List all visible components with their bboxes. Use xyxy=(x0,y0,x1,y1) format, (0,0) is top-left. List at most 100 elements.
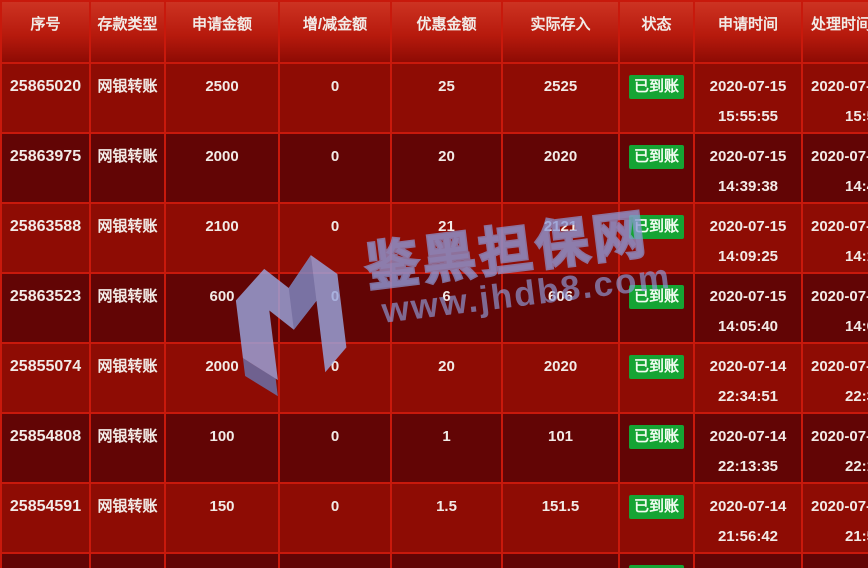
column-header-apply-amount: 申请金额 xyxy=(164,0,280,64)
serial-cell: 25847135 xyxy=(0,552,91,568)
apply-time-cell: 2020-07-15 14:05:40 xyxy=(693,272,803,344)
process-time-cell: 2020-07- 14:10:1 xyxy=(801,202,868,274)
adjust-amount-cell: 0 xyxy=(278,62,392,134)
table-row: 25865020 网银转账 2500 0 25 2525 已到账 2020-07… xyxy=(0,62,868,134)
process-time-date: 2020-07- xyxy=(811,288,868,305)
process-time-cell: 2020-07- 14:06:1 xyxy=(801,272,868,344)
adjust-amount-cell: 0 xyxy=(278,132,392,204)
actual-deposit-cell: 606 xyxy=(501,272,620,344)
process-time-date: 2020-07- xyxy=(811,562,868,568)
status-cell: 已到账 xyxy=(618,552,695,568)
process-time-date: 2020-07- xyxy=(811,78,868,95)
actual-deposit-cell: 505 xyxy=(501,552,620,568)
deposit-type-cell: 网银转账 xyxy=(89,482,166,554)
actual-deposit-cell: 2020 xyxy=(501,132,620,204)
apply-amount-cell: 2000 xyxy=(164,132,280,204)
discount-amount-cell: 6 xyxy=(390,272,503,344)
process-time-clock: 22:14:0 xyxy=(845,458,868,475)
process-time-clock: 22:35:4 xyxy=(845,388,868,405)
status-cell: 已到账 xyxy=(618,482,695,554)
process-time-date: 2020-07- xyxy=(811,358,868,375)
serial-cell: 25863975 xyxy=(0,132,91,204)
adjust-amount-cell: 0 xyxy=(278,342,392,414)
deposit-type-cell: 网银转账 xyxy=(89,272,166,344)
adjust-amount-cell: 0 xyxy=(278,412,392,484)
column-header-discount-amount: 优惠金额 xyxy=(390,0,503,64)
adjust-amount-cell: 0 xyxy=(278,202,392,274)
status-cell: 已到账 xyxy=(618,132,695,204)
status-cell: 已到账 xyxy=(618,62,695,134)
apply-time-cell: 2020-07-14 22:13:35 xyxy=(693,412,803,484)
table-row: 25854591 网银转账 150 0 1.5 151.5 已到账 2020-0… xyxy=(0,482,868,554)
deposit-type-cell: 网银转账 xyxy=(89,342,166,414)
process-time-cell: 2020-07- 21:57:1 xyxy=(801,482,868,554)
apply-time-cell: 2020-07-15 14:39:38 xyxy=(693,132,803,204)
table-row: 25863523 网银转账 600 0 6 606 已到账 2020-07-15… xyxy=(0,272,868,344)
serial-cell: 25854808 xyxy=(0,412,91,484)
process-time-cell: 2020-07- 15:57:3 xyxy=(801,62,868,134)
discount-amount-cell: 20 xyxy=(390,132,503,204)
adjust-amount-cell: 0 xyxy=(278,272,392,344)
status-badge: 已到账 xyxy=(628,75,684,99)
actual-deposit-cell: 2121 xyxy=(501,202,620,274)
process-time-date: 2020-07- xyxy=(811,428,868,445)
table-row: 25847135 网银转账 500 0 5 505 已到账 2020-07-14… xyxy=(0,552,868,568)
process-time-cell: 2020-07- 14:40:5 xyxy=(801,132,868,204)
status-badge: 已到账 xyxy=(628,145,684,169)
status-cell: 已到账 xyxy=(618,272,695,344)
discount-amount-cell: 1.5 xyxy=(390,482,503,554)
apply-amount-cell: 2500 xyxy=(164,62,280,134)
column-header-apply-time: 申请时间 xyxy=(693,0,803,64)
column-header-actual-deposit: 实际存入 xyxy=(501,0,620,64)
table-row: 25855074 网银转账 2000 0 20 2020 已到账 2020-07… xyxy=(0,342,868,414)
column-header-status: 状态 xyxy=(618,0,695,64)
table-row: 25863588 网银转账 2100 0 21 2121 已到账 2020-07… xyxy=(0,202,868,274)
status-badge: 已到账 xyxy=(628,565,684,568)
apply-amount-cell: 100 xyxy=(164,412,280,484)
apply-time-cell: 2020-07-14 22:34:51 xyxy=(693,342,803,414)
deposit-type-cell: 网银转账 xyxy=(89,202,166,274)
process-time-clock: 14:06:1 xyxy=(845,318,868,335)
discount-amount-cell: 21 xyxy=(390,202,503,274)
status-cell: 已到账 xyxy=(618,342,695,414)
adjust-amount-cell: 0 xyxy=(278,482,392,554)
status-cell: 已到账 xyxy=(618,412,695,484)
serial-cell: 25854591 xyxy=(0,482,91,554)
apply-time-cell: 2020-07-15 14:09:25 xyxy=(693,202,803,274)
actual-deposit-cell: 2020 xyxy=(501,342,620,414)
status-badge: 已到账 xyxy=(628,285,684,309)
status-badge: 已到账 xyxy=(628,355,684,379)
status-badge: 已到账 xyxy=(628,495,684,519)
column-header-serial: 序号 xyxy=(0,0,91,64)
discount-amount-cell: 5 xyxy=(390,552,503,568)
apply-amount-cell: 2100 xyxy=(164,202,280,274)
process-time-cell: 2020-07- 22:14:0 xyxy=(801,412,868,484)
process-time-date: 2020-07- xyxy=(811,218,868,235)
column-header-deposit-type: 存款类型 xyxy=(89,0,166,64)
apply-amount-cell: 500 xyxy=(164,552,280,568)
serial-cell: 25863523 xyxy=(0,272,91,344)
process-time-cell: 2020-07-12:21:1 xyxy=(801,552,868,568)
process-time-date: 2020-07- xyxy=(811,148,868,165)
process-time-clock: 14:40:5 xyxy=(845,178,868,195)
process-time-clock: 21:57:1 xyxy=(845,528,868,545)
discount-amount-cell: 25 xyxy=(390,62,503,134)
table-header-row: 序号 存款类型 申请金额 增/减金额 优惠金额 实际存入 状态 申请时间 处理时… xyxy=(0,0,868,64)
actual-deposit-cell: 2525 xyxy=(501,62,620,134)
discount-amount-cell: 1 xyxy=(390,412,503,484)
status-badge: 已到账 xyxy=(628,425,684,449)
apply-amount-cell: 150 xyxy=(164,482,280,554)
process-time-date: 2020-07- xyxy=(811,498,868,515)
deposit-type-cell: 网银转账 xyxy=(89,412,166,484)
serial-cell: 25865020 xyxy=(0,62,91,134)
table-row: 25854808 网银转账 100 0 1 101 已到账 2020-07-14… xyxy=(0,412,868,484)
apply-amount-cell: 600 xyxy=(164,272,280,344)
deposit-type-cell: 网银转账 xyxy=(89,132,166,204)
serial-cell: 25863588 xyxy=(0,202,91,274)
apply-time-cell: 2020-07-14 21:56:42 xyxy=(693,482,803,554)
column-header-adjust-amount: 增/减金额 xyxy=(278,0,392,64)
adjust-amount-cell: 0 xyxy=(278,552,392,568)
apply-time-cell: 2020-07-15 15:55:55 xyxy=(693,62,803,134)
